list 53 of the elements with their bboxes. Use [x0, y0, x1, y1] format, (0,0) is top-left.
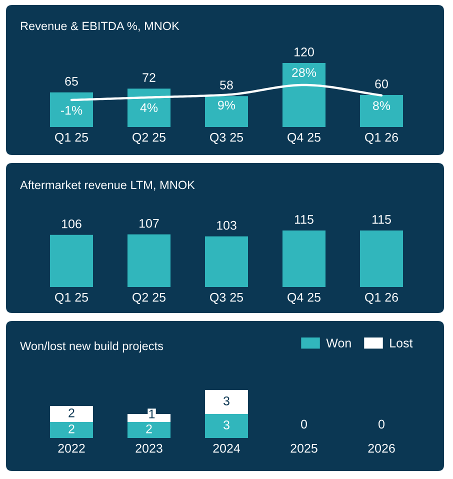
x-tick-label: Q4 25 [288, 132, 321, 144]
x-tick-label: Q1 25 [55, 292, 88, 304]
legend-label: Lost [390, 338, 413, 348]
x-tick-label: 2024 [213, 444, 240, 453]
data-label: 115 [294, 215, 314, 224]
bar [360, 95, 404, 127]
x-tick-label: Q1 26 [365, 132, 398, 144]
data-label: 103 [217, 220, 236, 230]
data-label: 0 [378, 420, 384, 429]
data-label: 107 [140, 218, 159, 228]
data-label: 28% [292, 68, 316, 77]
chart-title: Revenue & EBITDA %, MNOK [20, 22, 180, 32]
x-tick-label: Q1 25 [55, 132, 88, 144]
data-label: 3 [224, 396, 230, 406]
data-label: 2 [146, 424, 152, 434]
data-label: 65 [65, 76, 78, 86]
chart-title: Aftermarket revenue LTM, MNOK [20, 180, 195, 191]
data-label: 72 [142, 73, 156, 82]
bar [127, 422, 171, 438]
x-tick-label: Q3 25 [210, 292, 244, 304]
x-tick-label: Q1 26 [365, 292, 398, 304]
bar [50, 92, 94, 127]
x-tick-label: Q2 25 [132, 132, 166, 144]
chart-title: Won/lost new build projects [20, 341, 164, 352]
data-label: 2 [68, 424, 74, 434]
data-label: 9% [218, 100, 236, 110]
data-label: 3 [224, 420, 230, 430]
data-label: 106 [62, 219, 82, 228]
data-label: 58 [220, 80, 233, 90]
x-tick-label: 2023 [136, 444, 162, 453]
data-label: 60 [375, 80, 388, 88]
x-tick-label: 2026 [368, 444, 395, 453]
data-label: 2 [68, 408, 74, 418]
bar [282, 63, 326, 127]
data-label: 120 [294, 48, 314, 56]
bar [50, 422, 94, 438]
data-label: 1 [149, 410, 155, 418]
data-label: -1% [60, 106, 82, 115]
x-tick-label: Q3 25 [210, 132, 244, 144]
data-label: 8% [373, 101, 390, 110]
bar [50, 406, 94, 422]
x-tick-label: Q2 25 [132, 292, 166, 304]
bar [204, 96, 248, 127]
x-tick-label: 2025 [290, 444, 318, 453]
data-label: 0 [301, 420, 307, 429]
x-tick-label: Q4 25 [288, 292, 321, 304]
legend-label: Won [326, 338, 351, 348]
data-label: 4% [140, 103, 158, 112]
x-tick-label: 2022 [58, 444, 85, 453]
data-label: 115 [372, 215, 391, 224]
bar [204, 414, 248, 438]
bar [204, 390, 248, 414]
bar [127, 88, 171, 127]
